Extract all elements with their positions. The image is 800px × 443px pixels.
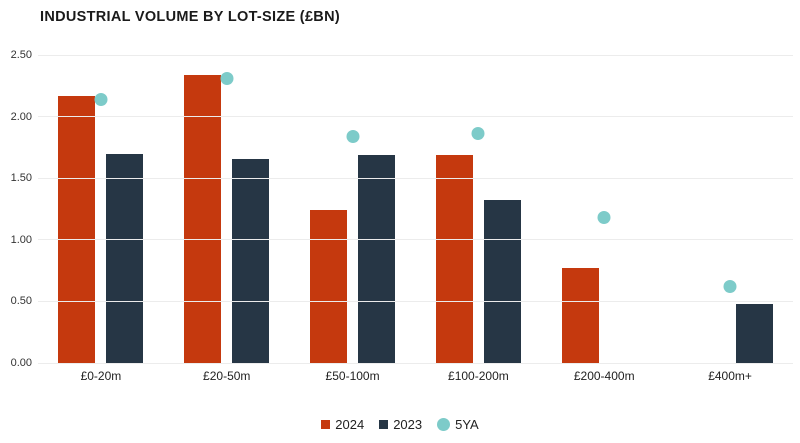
gridline — [38, 177, 793, 179]
y-axis-tick-label: 0.00 — [10, 357, 32, 369]
chart-title: INDUSTRIAL VOLUME BY LOT-SIZE (£BN) — [40, 9, 340, 25]
y-axis: 0.00 0.50 1.00 1.50 2.00 2.50 — [0, 49, 32, 369]
bar-2023 — [106, 153, 144, 363]
category-group — [164, 55, 290, 363]
bar-groups — [38, 55, 793, 363]
bar-2023 — [483, 200, 521, 363]
legend-label: 2024 — [335, 417, 365, 432]
bar-2024 — [310, 210, 348, 363]
gridline — [38, 362, 793, 364]
gridline — [38, 116, 793, 118]
x-axis-tick-label: £0-20m — [80, 369, 122, 383]
legend-item-5YA: 5YA — [437, 417, 479, 432]
category-group — [290, 55, 416, 363]
gridline — [38, 239, 793, 241]
gridline — [38, 300, 793, 302]
dot-5YA — [94, 92, 108, 106]
plot-area — [38, 54, 793, 364]
x-axis-tick-label: £200-400m — [573, 369, 635, 383]
y-axis-tick-label: 1.00 — [10, 233, 32, 246]
dot-5YA — [723, 280, 737, 294]
legend-square-icon — [321, 420, 331, 429]
legend-item-2023: 2023 — [379, 417, 422, 432]
bar-2024 — [184, 74, 222, 363]
legend-circle-icon — [437, 418, 451, 431]
legend-square-icon — [379, 420, 389, 429]
dot-5YA — [471, 127, 485, 141]
legend-label: 5YA — [455, 417, 479, 432]
y-axis-tick-label: 2.00 — [10, 110, 32, 123]
legend: 2024 2023 5YA — [0, 417, 800, 432]
category-group — [541, 55, 667, 363]
dot-5YA — [220, 71, 234, 85]
category-group — [415, 55, 541, 363]
dot-5YA — [597, 211, 611, 225]
x-axis-tick-label: £100-200m — [448, 369, 509, 383]
x-axis-tick-label: £50-100m — [325, 369, 380, 383]
bar-2023 — [232, 158, 270, 363]
category-group — [667, 55, 793, 363]
bar-2024 — [561, 268, 599, 363]
x-axis-tick-label: £400m+ — [708, 369, 752, 383]
bar-2023 — [358, 154, 396, 363]
legend-label: 2023 — [393, 417, 423, 432]
y-axis-tick-label: 0.50 — [10, 295, 32, 308]
x-axis: £0-20m £20-50m £50-100m £100-200m £200-400m £… — [38, 369, 793, 383]
bar-2023 — [735, 303, 773, 363]
y-axis-tick-label: 2.50 — [10, 49, 32, 61]
gridline — [38, 54, 793, 56]
y-axis-tick-label: 1.50 — [10, 172, 32, 185]
bar-2024 — [435, 154, 473, 363]
x-axis-tick-label: £20-50m — [203, 369, 251, 383]
legend-item-2024: 2024 — [321, 417, 364, 432]
category-group — [38, 55, 164, 363]
dot-5YA — [346, 129, 360, 143]
bar-2024 — [58, 95, 96, 363]
